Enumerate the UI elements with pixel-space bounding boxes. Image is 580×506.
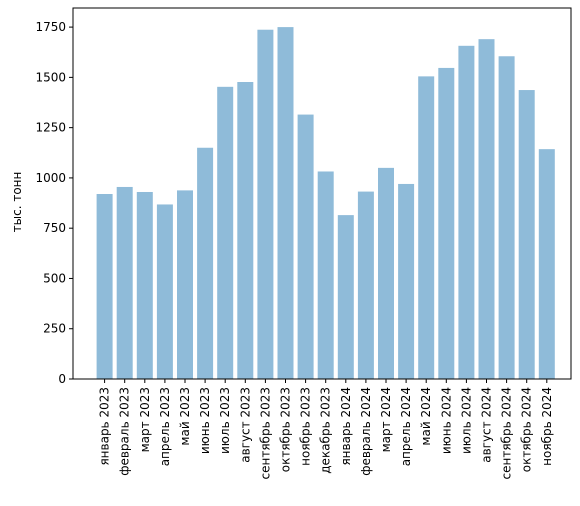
bar — [136, 191, 153, 379]
x-tick-label: ноябрь 2024 — [540, 387, 554, 466]
x-tick-label: октябрь 2024 — [520, 387, 534, 472]
x-axis: январь 2023 февраль 2023 март 2023 апрель 2… — [98, 379, 554, 479]
x-tick-label: май 2023 — [178, 387, 192, 446]
bar — [538, 149, 555, 379]
bar — [458, 45, 475, 379]
x-tick-label: август 2023 — [238, 387, 252, 463]
bar — [438, 67, 455, 379]
bar — [357, 191, 374, 379]
x-tick-label: ноябрь 2023 — [299, 387, 313, 466]
bar — [337, 215, 354, 379]
y-axis: 0 250 500 750 1000 1250 1500 1750 — [35, 20, 73, 386]
bar — [378, 167, 394, 379]
bar — [197, 147, 214, 379]
x-tick-label: январь 2023 — [98, 387, 112, 466]
x-tick-label: июнь 2023 — [198, 387, 212, 454]
x-tick-label: февраль 2024 — [359, 387, 373, 476]
y-tick-label: 750 — [43, 221, 66, 235]
x-tick-label: сентябрь 2024 — [500, 387, 514, 479]
y-tick-label: 250 — [43, 322, 66, 336]
x-tick-label: апрель 2023 — [158, 387, 172, 466]
x-tick-label: октябрь 2023 — [279, 387, 293, 472]
y-tick-label: 1000 — [35, 171, 66, 185]
y-tick-label: 1500 — [35, 70, 66, 84]
x-tick-label: август 2024 — [480, 387, 494, 463]
x-tick-label: июль 2024 — [459, 387, 473, 454]
x-tick-label: январь 2024 — [339, 387, 353, 466]
bar — [478, 39, 495, 379]
x-tick-label: март 2024 — [379, 387, 393, 452]
bar — [257, 29, 274, 380]
x-tick-label: февраль 2023 — [118, 387, 132, 476]
bar — [156, 204, 173, 379]
bar — [277, 27, 294, 380]
bar — [498, 56, 515, 379]
bar — [398, 183, 415, 379]
x-tick-label: май 2024 — [419, 387, 433, 446]
bar — [317, 171, 334, 379]
bar — [237, 81, 254, 380]
bar — [297, 114, 314, 379]
bar — [96, 194, 113, 379]
x-tick-label: июль 2023 — [218, 387, 232, 454]
y-tick-label: 0 — [58, 372, 66, 386]
bar — [518, 90, 535, 380]
y-tick-label: 500 — [43, 271, 66, 285]
bar — [418, 76, 435, 379]
x-tick-label: март 2023 — [138, 387, 152, 452]
y-tick-label: 1750 — [35, 20, 66, 34]
y-tick-label: 1250 — [35, 121, 66, 135]
bar — [177, 190, 193, 379]
plot-frame — [72, 7, 572, 380]
x-tick-label: декабрь 2023 — [319, 387, 333, 474]
x-tick-label: апрель 2024 — [399, 387, 413, 466]
bars-group — [96, 27, 555, 380]
x-tick-label: июнь 2024 — [439, 387, 453, 454]
axes-frame — [72, 7, 572, 380]
x-tick-label: сентябрь 2023 — [258, 387, 272, 479]
bar — [217, 86, 234, 379]
y-axis-label: тыс. тонн — [10, 172, 24, 233]
bar — [116, 186, 133, 379]
